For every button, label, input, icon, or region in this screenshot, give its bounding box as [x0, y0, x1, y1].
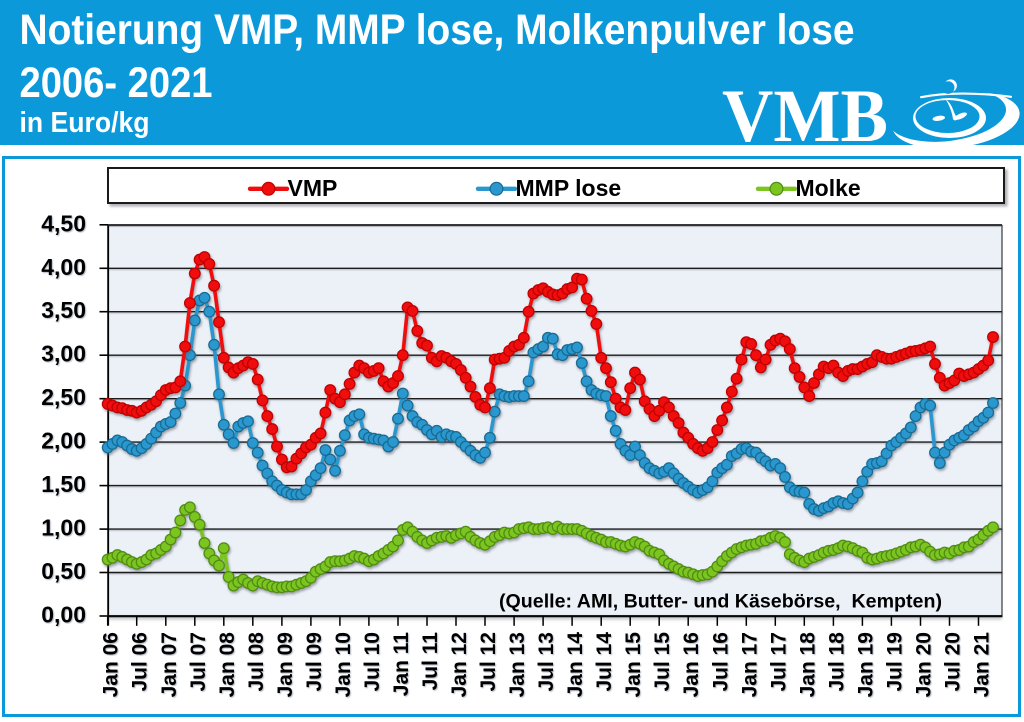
- svg-text:Jul 11: Jul 11: [419, 632, 442, 691]
- svg-text:Jul 17: Jul 17: [767, 632, 790, 692]
- svg-text:Jul 13: Jul 13: [535, 632, 558, 692]
- svg-text:Jan 21: Jan 21: [971, 632, 994, 698]
- svg-text:Jul 15: Jul 15: [651, 632, 674, 692]
- svg-text:Jan 20: Jan 20: [913, 632, 936, 697]
- svg-text:(Quelle: AMI, Butter- und Käse: (Quelle: AMI, Butter- und Käsebörse, Kem…: [499, 591, 942, 613]
- svg-text:Jan 17: Jan 17: [738, 632, 761, 697]
- svg-text:Jan 18: Jan 18: [796, 632, 819, 698]
- svg-text:Jul 07: Jul 07: [187, 632, 210, 692]
- svg-text:Jan 13: Jan 13: [506, 632, 529, 697]
- svg-text:VMP: VMP: [288, 175, 338, 201]
- svg-text:2006- 2021: 2006- 2021: [20, 59, 213, 107]
- svg-text:Jul 09: Jul 09: [303, 632, 326, 692]
- svg-text:Jan 09: Jan 09: [274, 632, 297, 697]
- svg-text:4,50: 4,50: [41, 210, 86, 236]
- svg-text:Jan 19: Jan 19: [854, 632, 877, 697]
- svg-text:4,00: 4,00: [41, 254, 86, 280]
- svg-text:Molke: Molke: [796, 175, 861, 201]
- svg-text:3,50: 3,50: [41, 297, 86, 323]
- svg-text:Jul 06: Jul 06: [129, 632, 152, 692]
- svg-text:Jul 10: Jul 10: [361, 632, 384, 692]
- svg-text:Jan 12: Jan 12: [448, 632, 471, 697]
- svg-text:Jan 06: Jan 06: [100, 632, 123, 697]
- svg-text:Jan 16: Jan 16: [680, 632, 703, 697]
- svg-text:MMP lose: MMP lose: [516, 175, 622, 201]
- svg-text:in Euro/kg: in Euro/kg: [20, 107, 150, 139]
- svg-text:VMB: VMB: [722, 75, 888, 145]
- svg-text:Jan 15: Jan 15: [622, 632, 645, 698]
- svg-text:3,00: 3,00: [41, 341, 86, 367]
- svg-text:Jul 16: Jul 16: [709, 632, 732, 692]
- svg-text:Jan 08: Jan 08: [216, 632, 239, 698]
- svg-text:1,50: 1,50: [41, 471, 86, 497]
- svg-text:Jul 08: Jul 08: [245, 632, 268, 692]
- svg-text:Jul 18: Jul 18: [825, 632, 848, 692]
- svg-text:Jul 14: Jul 14: [593, 632, 616, 692]
- svg-text:1,00: 1,00: [41, 515, 86, 541]
- svg-text:Notierung VMP, MMP lose, Molke: Notierung VMP, MMP lose, Molkenpulver lo…: [20, 6, 855, 54]
- svg-text:Jan 11: Jan 11: [390, 632, 413, 697]
- svg-text:Jul 19: Jul 19: [883, 632, 906, 692]
- svg-text:Jan 14: Jan 14: [564, 632, 587, 698]
- svg-text:Jul 20: Jul 20: [942, 632, 965, 692]
- svg-text:2,00: 2,00: [41, 428, 86, 454]
- svg-text:2,50: 2,50: [41, 384, 86, 410]
- svg-text:Jan 10: Jan 10: [332, 632, 355, 697]
- svg-text:0,00: 0,00: [41, 602, 86, 628]
- svg-text:0,50: 0,50: [41, 558, 86, 584]
- svg-text:Jul 12: Jul 12: [477, 632, 500, 692]
- svg-text:Jan 07: Jan 07: [158, 632, 181, 697]
